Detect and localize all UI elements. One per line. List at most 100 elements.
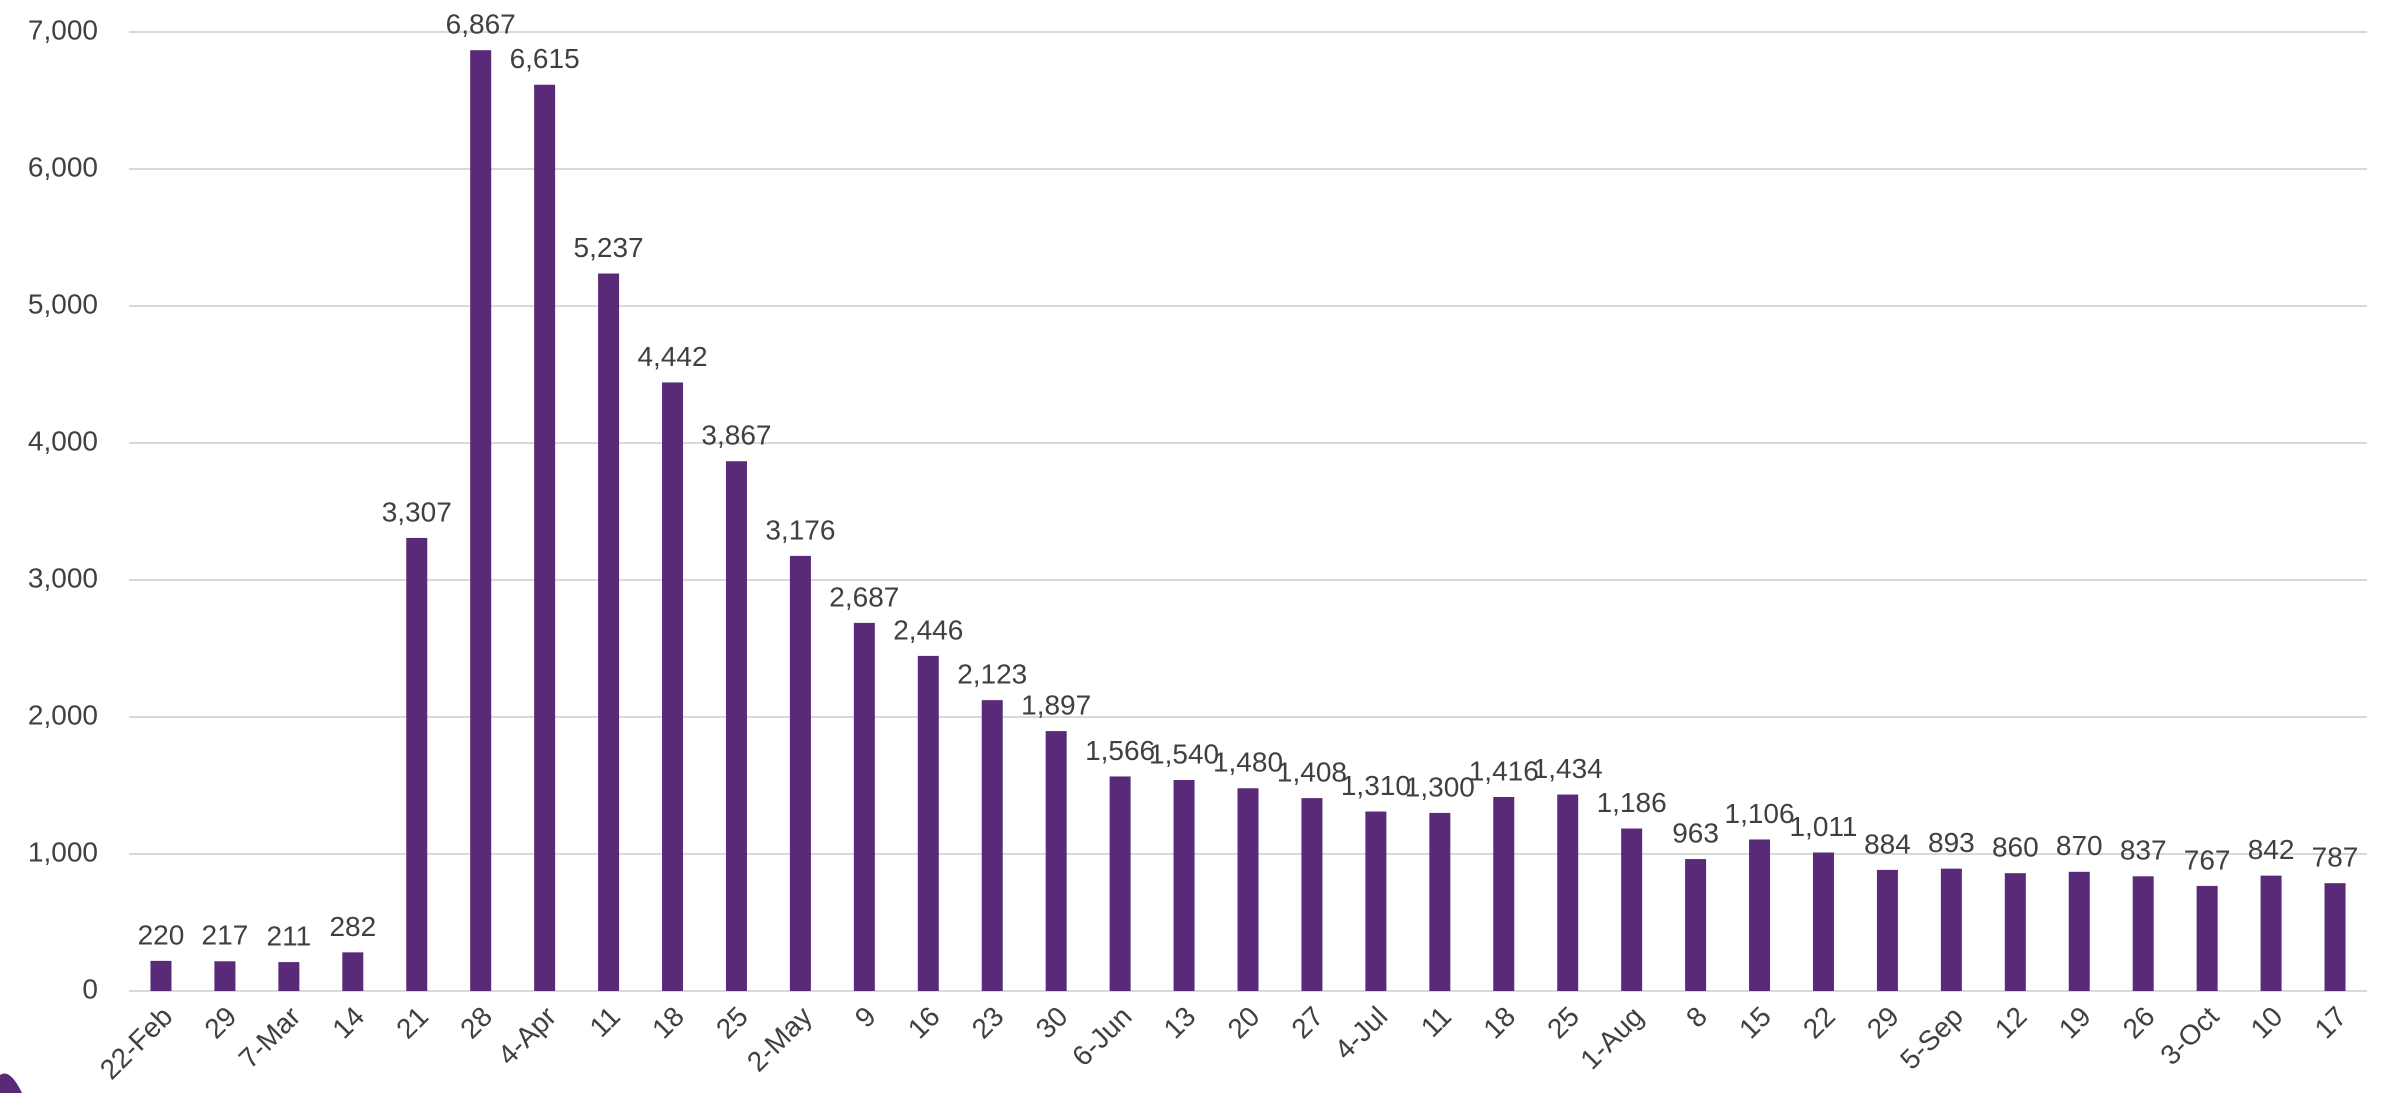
bar [917,655,939,991]
value-label: 3,307 [382,496,452,527]
x-tick-label: 22 [1797,1001,1841,1045]
y-tick-label: 2,000 [28,699,98,730]
value-label: 787 [2312,842,2359,873]
x-tick-label: 25 [1541,1001,1585,1045]
y-tick-label: 5,000 [28,288,98,319]
x-tick-label: 28 [454,1001,498,1045]
value-label: 870 [2056,830,2103,861]
y-tick-label: 1,000 [28,836,98,867]
bar [981,700,1003,991]
bar [1685,859,1707,991]
x-tick-label: 23 [966,1001,1010,1045]
value-label: 1,897 [1021,690,1091,721]
value-label: 1,540 [1149,738,1219,769]
value-label: 1,408 [1277,756,1347,787]
value-label: 5,237 [574,232,644,263]
value-label: 963 [1672,817,1719,848]
bar [406,537,428,991]
x-tick-label: 30 [1030,1001,1074,1045]
x-tick-label: 9 [849,1001,882,1034]
value-label: 1,310 [1341,770,1411,801]
bar [1812,852,1834,991]
bar [1301,798,1323,991]
value-label: 767 [2184,844,2231,875]
bar [662,382,684,991]
bar [1749,839,1771,991]
x-tick-label: 16 [902,1001,946,1045]
x-tick-label: 20 [1222,1001,1266,1045]
y-tick-label: 0 [82,973,98,1004]
x-tick-label: 8 [1680,1001,1713,1034]
bar [342,952,364,991]
x-tick-label: 1-Aug [1574,1001,1649,1076]
value-label: 6,615 [510,43,580,74]
value-label: 837 [2120,835,2167,866]
value-label: 842 [2248,834,2295,865]
x-tick-label: 19 [2053,1001,2097,1045]
bar [1365,811,1387,991]
bar [2196,885,2218,991]
bar [2068,871,2090,991]
value-label: 1,011 [1789,811,1857,842]
value-label: 1,434 [1533,753,1603,784]
value-label: 3,867 [701,420,771,451]
value-label: 1,480 [1213,747,1283,778]
bar [1429,812,1451,991]
bar [725,461,747,991]
value-label: 2,446 [893,614,963,645]
value-label: 6,867 [446,9,516,40]
x-tick-label: 10 [2245,1001,2289,1045]
bar [214,961,236,991]
bar [1045,731,1067,991]
x-tick-label: 25 [710,1001,754,1045]
bar [534,84,556,992]
value-label: 282 [329,911,376,942]
bar [1940,868,1962,991]
x-tick-label: 5-Sep [1894,1001,1969,1076]
bar [1876,869,1898,991]
x-tick-label: 27 [1285,1001,1329,1045]
value-label: 884 [1864,828,1911,859]
bar [598,273,620,991]
value-label: 1,300 [1405,771,1475,802]
value-label: 3,176 [765,514,835,545]
y-tick-label: 7,000 [28,14,98,45]
x-tick-label: 29 [198,1001,242,1045]
x-tick-label: 15 [1733,1001,1777,1045]
value-label: 211 [267,920,312,951]
x-tick-label: 12 [1989,1001,2033,1045]
x-tick-label: 18 [1477,1001,1521,1045]
bar [1109,776,1131,991]
bar [1557,794,1579,991]
x-tick-label: 17 [2309,1001,2353,1045]
bar [150,960,172,991]
bar [278,962,300,991]
value-label: 1,106 [1725,798,1795,829]
value-label: 1,566 [1085,735,1155,766]
x-tick-label: 29 [1861,1001,1905,1045]
value-label: 2,123 [957,659,1027,690]
value-label: 860 [1992,832,2039,863]
bar [2260,875,2282,991]
x-tick-label: 11 [1415,1001,1457,1043]
y-tick-label: 3,000 [28,562,98,593]
y-tick-label: 6,000 [28,151,98,182]
value-label: 1,186 [1597,787,1667,818]
bar [1621,828,1643,991]
x-tick-label: 2-May [741,1001,818,1078]
x-tick-label: 18 [646,1001,690,1045]
x-tick-label: 4-Jul [1329,1001,1394,1066]
bar [470,50,492,991]
x-tick-label: 7-Mar [233,1001,307,1075]
x-tick-label: 13 [1158,1001,1202,1045]
value-label: 220 [138,919,185,950]
x-tick-label: 4-Apr [492,1001,562,1071]
bar [2132,876,2154,991]
x-tick-label: 21 [390,1001,434,1045]
x-tick-label: 11 [584,1001,626,1043]
x-tick-label: 6-Jun [1066,1001,1137,1072]
value-label: 4,442 [637,341,707,372]
value-label: 217 [202,920,249,951]
bar [1237,788,1259,991]
